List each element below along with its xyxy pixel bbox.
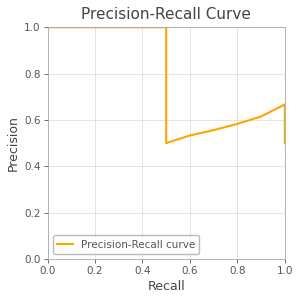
Precision-Recall curve (164, 141, 168, 145)
Precision-Recall curve (164, 141, 168, 145)
Precision-Recall curve (164, 26, 168, 29)
X-axis label: Recall: Recall (147, 280, 185, 293)
Precision-Recall curve (283, 103, 286, 106)
Line: Precision-Recall curve: Precision-Recall curve (48, 27, 285, 143)
Y-axis label: Precision: Precision (7, 115, 20, 171)
Precision-Recall curve (283, 141, 286, 145)
Precision-Recall curve (212, 128, 215, 132)
Precision-Recall curve (188, 134, 192, 137)
Title: Precision-Recall Curve: Precision-Recall Curve (81, 7, 251, 22)
Precision-Recall curve (259, 115, 263, 118)
Legend: Precision-Recall curve: Precision-Recall curve (53, 236, 199, 254)
Precision-Recall curve (236, 122, 239, 126)
Precision-Recall curve (46, 26, 50, 29)
